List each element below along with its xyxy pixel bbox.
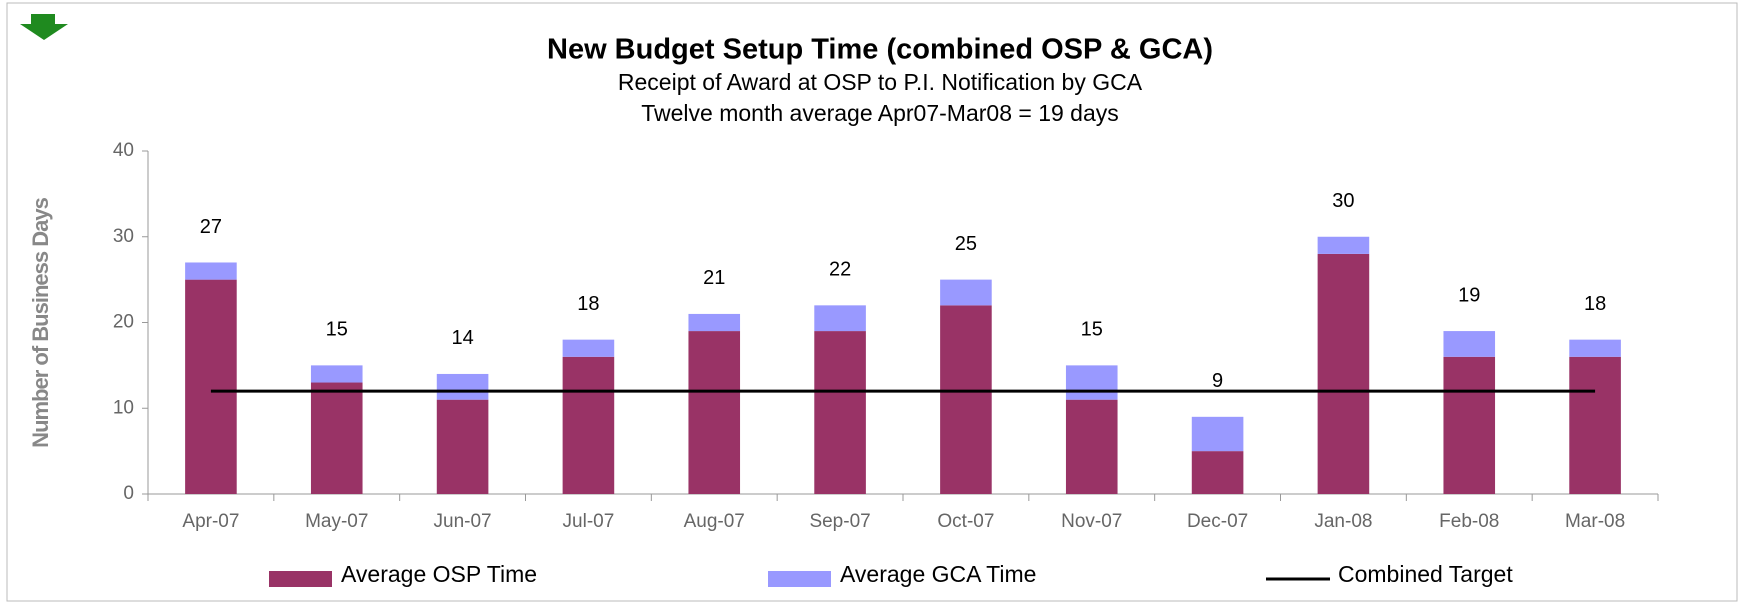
chart-subtitle: Twelve month average Apr07-Mar08 = 19 da… (641, 100, 1119, 126)
y-tick-label: 20 (113, 312, 134, 333)
y-axis-label: Number of Business Days (28, 197, 53, 447)
y-tick-label: 0 (123, 483, 134, 504)
bar-segment (940, 305, 992, 494)
bar-segment (310, 382, 363, 494)
legend-swatch (768, 571, 831, 587)
y-tick-label: 40 (113, 140, 134, 161)
total-label: 19 (1458, 284, 1480, 306)
bar-segment (1443, 356, 1496, 494)
x-tick-label: Nov-07 (1061, 511, 1122, 532)
total-label: 14 (451, 327, 473, 349)
x-tick-label: Jan-08 (1314, 511, 1372, 532)
x-tick-label: Mar-08 (1565, 511, 1625, 532)
bar-segment (688, 313, 741, 332)
total-label: 18 (577, 293, 599, 315)
bar-segment (1317, 253, 1370, 494)
bar-segment (1443, 331, 1496, 357)
bar-segment (814, 305, 866, 332)
y-tick-label: 30 (113, 226, 134, 247)
bar-segment (1569, 339, 1621, 357)
bar-segment (1317, 236, 1370, 254)
frame (6, 2, 1738, 602)
bar-segment (562, 339, 615, 357)
x-tick-label: Sep-07 (809, 511, 870, 532)
x-tick-label: Jun-07 (434, 511, 492, 532)
arrow-icon (20, 14, 68, 40)
legend-label: Average GCA Time (840, 561, 1036, 587)
total-label: 15 (326, 319, 348, 341)
chart-subtitle: Receipt of Award at OSP to P.I. Notifica… (618, 69, 1143, 95)
legend-label: Combined Target (1338, 561, 1513, 587)
bar-segment (940, 279, 992, 306)
bar-segment (688, 331, 741, 494)
total-label: 30 (1332, 190, 1354, 212)
total-label: 25 (955, 233, 977, 255)
x-tick-label: Jul-07 (563, 511, 615, 532)
x-tick-label: Dec-07 (1187, 511, 1248, 532)
x-tick-label: Oct-07 (937, 511, 994, 532)
total-label: 21 (703, 267, 725, 289)
legend-swatch (269, 571, 332, 587)
bar-segment (1569, 356, 1621, 494)
bar-segment (185, 279, 237, 494)
x-tick-label: Aug-07 (684, 511, 745, 532)
bar-segment (814, 331, 866, 494)
total-label: 27 (200, 216, 222, 238)
x-tick-label: Apr-07 (182, 511, 239, 532)
total-label: 15 (1081, 319, 1103, 341)
total-label: 9 (1212, 370, 1223, 392)
bar-segment (562, 356, 615, 494)
bar-segment (1191, 451, 1244, 494)
bar-segment (436, 373, 489, 400)
y-tick-label: 10 (113, 397, 134, 418)
legend-label: Average OSP Time (341, 561, 537, 587)
bar-segment (310, 365, 363, 383)
bar-segment (1065, 399, 1118, 494)
chart-title: New Budget Setup Time (combined OSP & GC… (547, 34, 1213, 66)
x-tick-label: May-07 (305, 511, 368, 532)
x-tick-label: Feb-08 (1439, 511, 1499, 532)
bar-segment (1065, 365, 1118, 400)
bar-segment (185, 262, 237, 280)
bar-segment (436, 399, 489, 494)
total-label: 22 (829, 259, 851, 281)
bar-segment (1191, 416, 1244, 452)
total-label: 18 (1584, 293, 1606, 315)
